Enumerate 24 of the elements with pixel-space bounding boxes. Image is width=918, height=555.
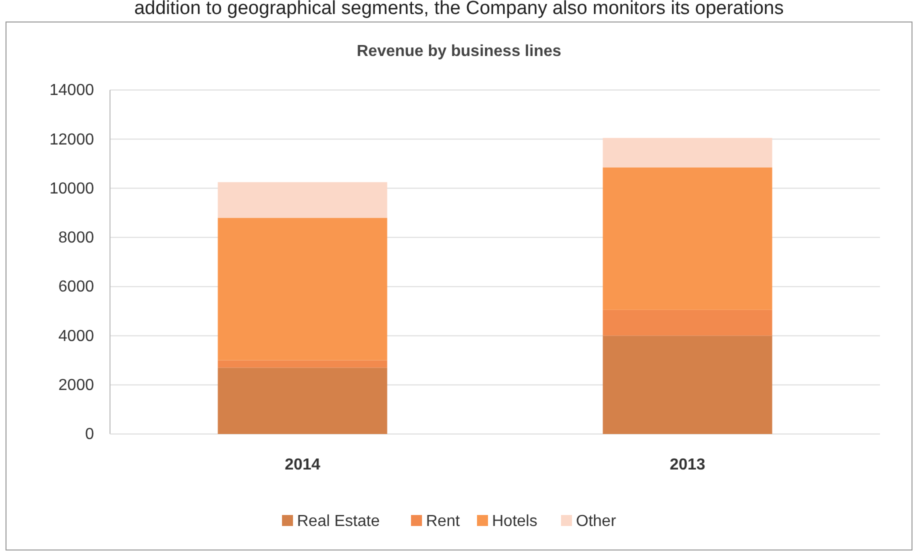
bar bbox=[218, 368, 388, 434]
bar bbox=[218, 218, 388, 360]
legend-label: Rent bbox=[426, 513, 460, 530]
text: addition to geographical segments, the Company also monitors its operations bbox=[134, 0, 784, 19]
y-tick-label: 4000 bbox=[58, 328, 94, 345]
x-tick-label: 2013 bbox=[670, 456, 706, 474]
legend-label: Real Estate bbox=[297, 513, 380, 530]
y-tick-label: 2000 bbox=[58, 376, 94, 394]
y-tick-label: 12000 bbox=[50, 131, 94, 148]
y-tick-label: 14000 bbox=[50, 82, 94, 100]
bar bbox=[218, 182, 388, 218]
bar bbox=[218, 360, 388, 368]
chart-title: Revenue by business lines bbox=[356, 43, 562, 60]
x-tick-label: 2014 bbox=[284, 456, 320, 474]
bar bbox=[602, 167, 772, 310]
y-tick-label: 6000 bbox=[58, 278, 94, 296]
legend-label: Hotels bbox=[492, 513, 538, 530]
y-tick-label: 0 bbox=[85, 426, 94, 444]
y-tick-label: 8000 bbox=[58, 230, 94, 247]
y-tick-label: 10000 bbox=[50, 180, 94, 198]
bar bbox=[602, 310, 772, 336]
bar bbox=[602, 336, 772, 434]
bar bbox=[602, 138, 772, 168]
legend-label: Other bbox=[576, 513, 617, 530]
